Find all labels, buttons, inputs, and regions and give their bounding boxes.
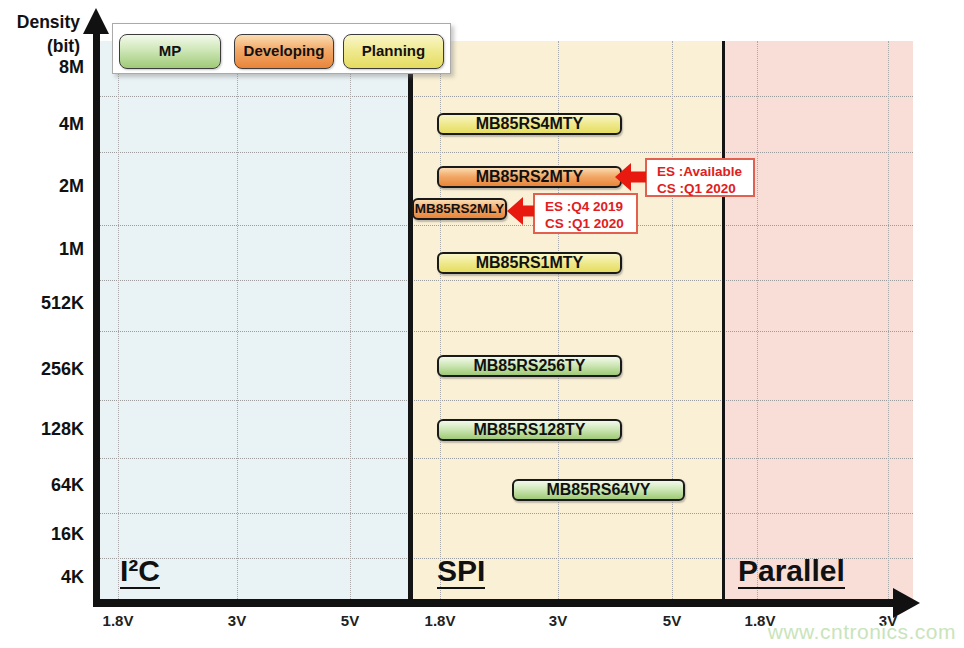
y-tick-label: 16K — [0, 524, 84, 545]
red-arrow-icon — [507, 197, 534, 225]
x-tick-label: 3V — [207, 612, 267, 629]
y-tick-label: 8M — [0, 57, 84, 78]
y-axis-title: Density — [0, 12, 80, 33]
y-tick-label: 256K — [0, 359, 84, 380]
region-boundary-line — [408, 41, 413, 599]
product-box-mb85rs2mly: MB85RS2MLY — [412, 198, 507, 220]
y-axis-unit: (bit) — [0, 36, 80, 57]
horizontal-gridline — [100, 280, 913, 281]
y-tick-label: 4M — [0, 114, 84, 135]
x-tick-label: 1.8V — [410, 612, 470, 629]
x-tick-label: 5V — [320, 612, 380, 629]
horizontal-gridline — [100, 458, 913, 459]
horizontal-gridline — [100, 225, 913, 226]
annotation-box: ES :Q4 2019CS :Q1 2020 — [533, 193, 638, 234]
y-axis-arrowhead-icon — [83, 8, 109, 34]
product-box-mb85rs64vy: MB85RS64VY — [512, 479, 685, 501]
y-tick-label: 64K — [0, 475, 84, 496]
horizontal-gridline — [100, 96, 913, 97]
vertical-gridline — [118, 41, 119, 599]
y-tick-label: 1M — [0, 239, 84, 260]
vertical-gridline — [888, 41, 889, 599]
annotation-text: CS :Q1 2020 — [657, 180, 753, 197]
annotation-text: CS :Q1 2020 — [545, 215, 636, 232]
legend-chip-developing: Developing — [234, 34, 334, 69]
product-box-mb85rs256ty: MB85RS256TY — [437, 355, 622, 377]
product-box-mb85rs4mty: MB85RS4MTY — [437, 113, 622, 135]
region-boundary-line — [722, 41, 725, 599]
y-tick-label: 2M — [0, 176, 84, 197]
watermark: www.cntronics.com — [768, 620, 956, 644]
horizontal-gridline — [100, 513, 913, 514]
annotation-text: ES :Q4 2019 — [545, 198, 636, 215]
vertical-gridline — [672, 41, 673, 599]
fram-lineup-chart: Density (bit) MP Developing Planning www.c… — [0, 0, 964, 648]
horizontal-gridline — [100, 400, 913, 401]
x-axis-line — [93, 599, 893, 607]
y-tick-label: 128K — [0, 419, 84, 440]
region-label-i2c: I²C — [120, 556, 160, 589]
legend: MP Developing Planning — [112, 23, 451, 74]
region-parallel — [725, 41, 913, 599]
x-tick-label: 3V — [528, 612, 588, 629]
horizontal-gridline — [100, 152, 913, 153]
product-box-mb85rs1mty: MB85RS1MTY — [437, 252, 622, 274]
red-arrow-icon — [615, 163, 646, 191]
vertical-gridline — [350, 41, 351, 599]
y-tick-label: 4K — [0, 567, 84, 588]
horizontal-gridline — [100, 331, 913, 332]
product-box-mb85rs2mty: MB85RS2MTY — [437, 166, 622, 188]
vertical-gridline — [237, 41, 238, 599]
x-tick-label: 1.8V — [88, 612, 148, 629]
y-tick-label: 512K — [0, 293, 84, 314]
region-label-parallel: Parallel — [738, 556, 845, 589]
legend-chip-mp: MP — [119, 34, 221, 69]
annotation-box: ES :AvailableCS :Q1 2020 — [645, 158, 755, 197]
region-label-spi: SPI — [437, 556, 485, 589]
y-axis-line — [93, 30, 100, 607]
vertical-gridline — [757, 41, 758, 599]
product-box-mb85rs128ty: MB85RS128TY — [437, 419, 622, 441]
x-tick-label: 5V — [642, 612, 702, 629]
legend-chip-planning: Planning — [343, 34, 444, 69]
annotation-text: ES :Available — [657, 163, 753, 180]
region-i2c — [100, 41, 408, 599]
